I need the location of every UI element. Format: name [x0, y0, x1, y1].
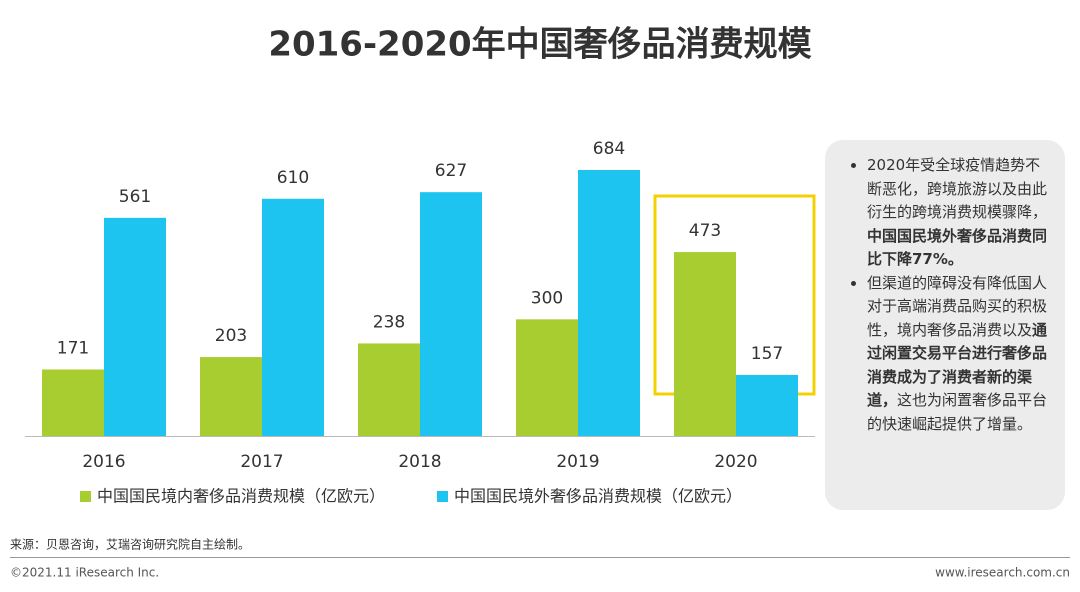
- note-bullet: 但渠道的障碍没有降低国人对于高端消费品购买的积极性，境内奢侈品消费以及通过闲置交…: [867, 272, 1049, 437]
- bar: [200, 357, 262, 436]
- data-label: 561: [119, 187, 151, 207]
- bar: [578, 170, 640, 436]
- notes-list: 2020年受全球疫情趋势不断恶化，跨境旅游以及由此衍生的跨境消费规模骤降， 中国国…: [849, 154, 1049, 436]
- bar: [516, 319, 578, 436]
- x-tick-label: 2017: [240, 452, 283, 472]
- data-label: 203: [215, 326, 247, 346]
- note-text: 这也为闲置奢侈品平台的快速崛起提供了增量。: [867, 391, 1048, 433]
- footer-right: www.iresearch.com.cn: [935, 566, 1070, 580]
- x-tick-label: 2016: [82, 452, 125, 472]
- bar: [736, 374, 798, 436]
- legend-swatch: [437, 491, 448, 502]
- x-tick-label: 2020: [714, 452, 757, 472]
- note-text: 通过闲置交易平台进行奢侈品消费成为了消费者新的渠道，: [867, 320, 1048, 410]
- data-label: 171: [57, 339, 89, 359]
- source: 来源：贝恩咨询，艾瑞咨询研究院自主绘制。: [10, 537, 250, 552]
- notes-panel: 2020年受全球疫情趋势不断恶化，跨境旅游以及由此衍生的跨境消费规模骤降， 中国国…: [825, 140, 1065, 510]
- bar: [358, 343, 420, 436]
- footer-left: ©2021.11 iResearch Inc.: [10, 566, 159, 580]
- x-tick-label: 2019: [556, 452, 599, 472]
- data-label: 238: [373, 312, 405, 332]
- data-label: 157: [751, 344, 783, 364]
- note-text: 中国国民境外奢侈品消费同比下降77%。: [867, 226, 1048, 269]
- data-label: 627: [435, 161, 467, 181]
- note-bullet: 2020年受全球疫情趋势不断恶化，跨境旅游以及由此衍生的跨境消费规模骤降， 中国国…: [867, 154, 1049, 272]
- data-label: 684: [593, 139, 625, 159]
- chart-title: 2016-2020年中国奢侈品消费规模: [268, 25, 811, 65]
- bar: [262, 198, 324, 436]
- x-tick-label: 2018: [398, 452, 441, 472]
- bar: [420, 192, 482, 436]
- legend-swatch: [80, 491, 91, 502]
- legend-label: 中国国民境内奢侈品消费规模（亿欧元）: [97, 487, 385, 506]
- data-label: 610: [277, 168, 309, 188]
- data-label: 473: [689, 221, 721, 241]
- note-text: 但渠道的障碍没有降低国人对于高端消费品购买的积极性，境内奢侈品消费以及: [867, 273, 1048, 339]
- bar: [674, 252, 736, 436]
- bar: [104, 217, 166, 436]
- note-text: 2020年受全球疫情趋势不断恶化，跨境旅游以及由此衍生的跨境消费规模骤降，: [867, 156, 1048, 221]
- bar: [42, 369, 104, 436]
- data-label: 300: [531, 288, 563, 308]
- legend-label: 中国国民境外奢侈品消费规模（亿欧元）: [454, 487, 742, 506]
